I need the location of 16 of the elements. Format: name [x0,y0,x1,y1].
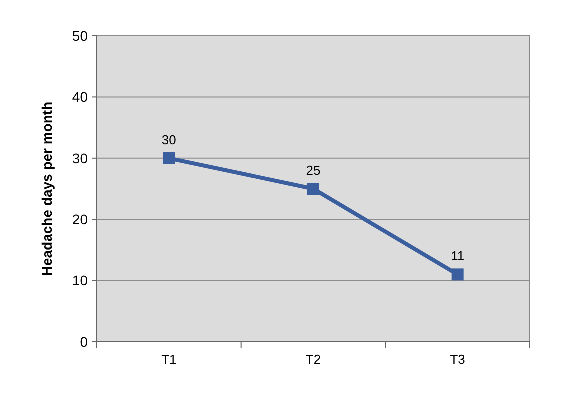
data-label: 25 [306,163,321,178]
y-tick-label: 0 [80,334,88,350]
y-axis-title: Headache days per month [39,102,55,276]
y-tick-label: 20 [72,212,88,228]
y-tick-label: 40 [72,89,88,106]
data-label: 11 [451,248,465,264]
point [308,183,320,195]
data-label: 30 [162,132,176,148]
y-tick-label: 10 [72,272,88,289]
point [452,268,464,281]
x-tick-label: T3 [450,352,466,367]
x-tick-label: T1 [162,352,177,367]
y-tick-label: 30 [72,150,88,166]
y-tick-label: 50 [72,28,88,44]
point [163,152,176,164]
x-tick-label: T2 [306,352,322,367]
